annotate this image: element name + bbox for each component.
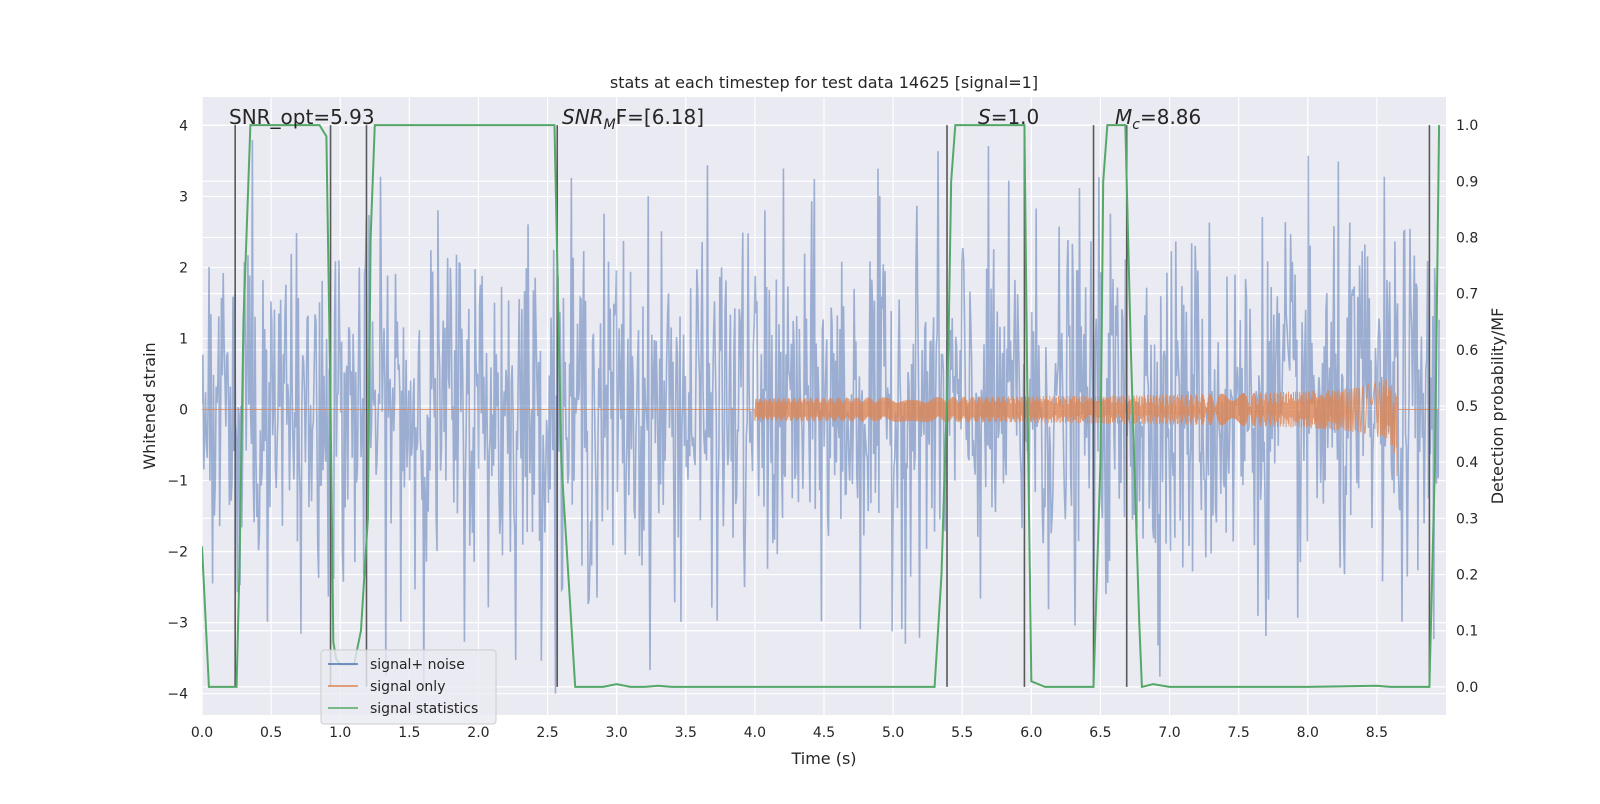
x-tick-label: 8.0 [1297,725,1319,741]
x-tick-label: 6.0 [1020,725,1042,741]
x-tick-label: 1.0 [329,725,351,741]
series-signal-only [202,351,1440,476]
x-tick-label: 6.5 [1089,725,1111,741]
legend-label-signal-statistics: signal statistics [370,701,478,717]
y-right-tick-label: 0.4 [1456,455,1478,471]
y-right-tick-label: 0.2 [1456,568,1478,584]
x-tick-label: 7.0 [1158,725,1180,741]
x-axis-label: Time (s) [790,749,856,768]
y-axis-ticks: 4 3 2 1 0 −1 −2 −3 −4 [167,118,188,702]
x-tick-label: 5.0 [882,725,904,741]
legend-label-signal-only: signal only [370,679,445,695]
y-tick-label: 1 [179,332,188,348]
y-right-tick-label: 0.1 [1456,624,1478,640]
legend-label-signal-plus-noise: signal+ noise [370,657,465,673]
x-axis-ticks: 0.0 0.5 1.0 1.5 2.0 2.5 3.0 3.5 4.0 4.5 5.0 5.5 6.0 6… [191,725,1388,741]
y-tick-label: 4 [179,118,188,134]
y-right-tick-label: 0.3 [1456,511,1478,527]
x-tick-label: 0.5 [260,725,282,741]
annotation-mc-sub: c [1132,117,1140,133]
y-tick-label: 3 [179,189,188,205]
y-tick-label: −4 [167,687,188,703]
y-tick-label: −2 [167,545,188,561]
y-right-tick-label: 0.0 [1456,680,1478,696]
annotation-mc: Mc=8.86 [1115,105,1201,133]
x-tick-label: 0.0 [191,725,213,741]
x-tick-label: 1.5 [398,725,420,741]
y-axis-label: Whitened strain [140,342,159,469]
y-right-tick-label: 1.0 [1456,118,1478,134]
x-tick-label: 2.0 [467,725,489,741]
y-right-axis-label: Detection probability/MF [1488,308,1507,505]
y-tick-label: −3 [167,616,188,632]
y-right-tick-label: 0.6 [1456,343,1478,359]
chart-title: stats at each timestep for test data 146… [610,73,1038,92]
annotation-s: S=1.0 [978,105,1039,129]
x-tick-label: 8.5 [1366,725,1388,741]
y-tick-label: 2 [179,260,188,276]
legend: signal+ noise signal only signal statist… [320,649,497,725]
y-tick-label: 0 [179,403,188,419]
signal-statistics-line [202,124,1441,689]
signal-only-trace [202,351,1440,476]
annotation-snr-mf-rest: F=[6.18] [616,105,704,129]
y-right-tick-label: 0.5 [1456,399,1478,415]
y-right-tick-label: 0.7 [1456,287,1478,303]
annotation-snr-mf: SNRMF=[6.18] [562,105,704,133]
annotation-s-rest: =1.0 [991,105,1040,129]
y-right-tick-label: 0.8 [1456,230,1478,246]
annotation-mc-base: M [1115,105,1132,129]
x-tick-label: 5.5 [951,725,973,741]
x-tick-label: 3.0 [606,725,628,741]
y-tick-label: −1 [167,474,188,490]
annotation-snr-opt: SNR_opt=5.93 [229,105,375,129]
series-signal-statistics [202,124,1441,689]
y-right-axis-ticks: 1.0 0.9 0.8 0.7 0.6 0.5 0.4 0.3 0.2 0.1 0.0 [1456,118,1478,696]
x-tick-label: 7.5 [1228,725,1250,741]
annotation-snr-mf-base: SNR [562,105,604,129]
x-tick-label: 3.5 [675,725,697,741]
annotation-snr-mf-sub: M [604,117,616,133]
y-right-tick-label: 0.9 [1456,174,1478,190]
x-tick-label: 4.5 [813,725,835,741]
annotation-s-base: S [978,105,991,129]
x-tick-label: 4.0 [744,725,766,741]
x-tick-label: 2.5 [536,725,558,741]
annotation-mc-rest: =8.86 [1140,105,1201,129]
legend-box [320,649,497,725]
